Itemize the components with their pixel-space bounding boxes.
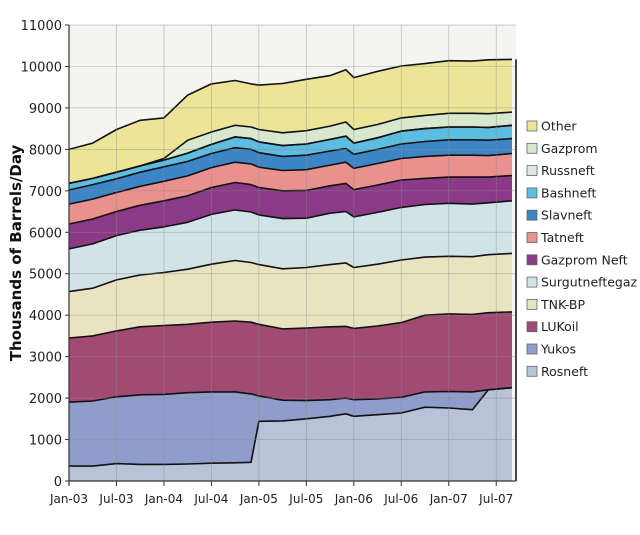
legend-swatch xyxy=(526,298,538,310)
legend-swatch xyxy=(526,187,538,199)
y-tick-label: 4000 xyxy=(29,309,62,324)
legend-swatch xyxy=(526,120,538,132)
legend-label: Surgutneftegaz xyxy=(541,275,638,290)
area-layers xyxy=(68,58,513,481)
y-axis-ticks: 0 1000 2000 3000 4000 5000 6000 7000 8000 9000 100… xyxy=(21,19,69,490)
boundary-other xyxy=(68,58,513,151)
x-tick-label: Jul-05 xyxy=(288,492,323,506)
x-axis-ticks: Jan-03 Jul-03 Jan-04 Jul-04 Jan-05 Jul-05 Jan-… xyxy=(49,481,513,506)
legend-swatch xyxy=(526,209,538,221)
x-tick-label: Jan-07 xyxy=(429,492,468,506)
axes xyxy=(68,25,517,485)
y-tick-label: 3000 xyxy=(29,351,62,366)
boundary-tatneft xyxy=(68,152,513,205)
legend-label: Yukos xyxy=(540,342,576,357)
y-tick-label: 10000 xyxy=(21,60,62,75)
legend-label: LUKoil xyxy=(541,319,579,334)
legend-label: Slavneft xyxy=(541,208,592,223)
legend-item-yukos: Yukos xyxy=(526,342,576,357)
legend-label: Tatneft xyxy=(540,230,584,245)
y-axis-label: Thousands of Barrels/Day xyxy=(7,145,25,362)
legend-swatch xyxy=(526,232,538,243)
boundary-rosneft xyxy=(69,386,513,467)
x-tick-label: Jan-05 xyxy=(239,492,278,506)
legend-swatch xyxy=(526,343,538,355)
legend-label: Gazprom xyxy=(541,141,598,156)
legend-label: TNK-BP xyxy=(540,297,586,312)
legend-label: Other xyxy=(541,119,577,134)
boundary-yukos xyxy=(68,386,513,403)
legend-item-lukoil: LUKoil xyxy=(526,319,579,334)
legend-item-gazprom-neft: Gazprom Neft xyxy=(526,252,628,267)
legend-label: Bashneft xyxy=(541,185,596,200)
legend-item-russneft: Russneft xyxy=(526,163,595,178)
legend-item-tatneft: Tatneft xyxy=(526,230,584,245)
y-tick-label: 5000 xyxy=(29,268,62,283)
legend-label: Russneft xyxy=(541,163,595,178)
legend-item-slavneft: Slavneft xyxy=(526,208,592,223)
x-tick-label: Jul-04 xyxy=(193,492,228,506)
y-tick-label: 6000 xyxy=(29,226,62,241)
legend-item-rosneft: Rosneft xyxy=(526,364,588,379)
legend-swatch xyxy=(526,365,538,377)
boundary-slavneft xyxy=(68,137,513,191)
legend-item-surgutneftegaz: Surgutneftegaz xyxy=(526,275,638,290)
y-tick-label: 8000 xyxy=(29,143,62,158)
legend-swatch xyxy=(526,276,538,288)
x-tick-label: Jan-04 xyxy=(144,492,183,506)
x-tick-label: Jan-03 xyxy=(49,492,88,506)
x-tick-label: Jul-03 xyxy=(98,492,133,506)
legend-swatch xyxy=(526,321,538,333)
boundary-surgutneftegaz xyxy=(68,200,513,250)
legend-swatch xyxy=(526,254,538,266)
x-tick-label: Jan-06 xyxy=(334,492,373,506)
legend-item-tnk-bp: TNK-BP xyxy=(526,297,586,312)
legend-label: Gazprom Neft xyxy=(541,252,628,267)
y-tick-label: 1000 xyxy=(29,434,62,449)
legend-swatch xyxy=(526,165,538,177)
x-tick-label: Jul-06 xyxy=(383,492,418,506)
y-tick-label: 2000 xyxy=(29,392,62,407)
y-tick-label: 11000 xyxy=(21,19,62,34)
legend-swatch xyxy=(526,142,538,154)
y-tick-label: 0 xyxy=(54,475,62,490)
legend-item-bashneft: Bashneft xyxy=(526,185,596,200)
legend-item-gazprom: Gazprom xyxy=(526,141,598,156)
legend-item-other: Other xyxy=(526,119,577,134)
y-tick-label: 7000 xyxy=(29,185,62,200)
legend-label: Rosneft xyxy=(541,364,588,379)
boundary-gazprom xyxy=(68,111,513,185)
legend: Other Gazprom Russneft Bashneft Slavneft Tatn… xyxy=(526,119,638,379)
boundary-lukoil xyxy=(68,311,513,339)
y-tick-label: 9000 xyxy=(29,102,62,117)
x-tick-label: Jul-07 xyxy=(478,492,513,506)
